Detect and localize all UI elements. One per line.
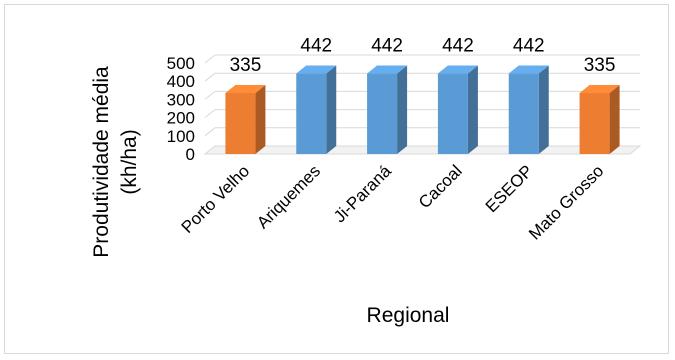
x-tick-label: Ariquemes bbox=[253, 161, 324, 232]
bar-eseop bbox=[508, 65, 549, 154]
data-label: 442 bbox=[300, 36, 332, 57]
bar-top bbox=[367, 65, 408, 74]
y-tick-label: 300 bbox=[167, 90, 195, 109]
data-label: 442 bbox=[442, 36, 474, 57]
y-tick-label: 200 bbox=[167, 109, 195, 128]
x-tick-label: Ji-Paraná bbox=[330, 161, 395, 226]
gridline-depth bbox=[204, 72, 216, 82]
x-tick-label: ESEOP bbox=[482, 161, 537, 216]
bar-ariquemes bbox=[296, 65, 337, 154]
bar-top bbox=[225, 85, 266, 94]
gridline-depth bbox=[204, 91, 216, 100]
y-tick-label: 400 bbox=[167, 72, 195, 91]
data-label: 442 bbox=[371, 36, 403, 57]
x-tick-label: Porto Velho bbox=[178, 161, 254, 237]
y-tick-label: 0 bbox=[186, 145, 195, 164]
gridline-depth bbox=[204, 109, 216, 118]
chart-frame bbox=[4, 4, 669, 354]
bars bbox=[225, 65, 620, 154]
bar-side bbox=[609, 85, 620, 154]
gridline-depth bbox=[204, 127, 216, 137]
data-label: 335 bbox=[584, 55, 616, 76]
bar-side bbox=[255, 85, 266, 154]
bar-porto-velho bbox=[225, 85, 266, 154]
bar-top bbox=[296, 65, 337, 74]
bar-top bbox=[437, 65, 478, 74]
x-axis-title: Regional bbox=[367, 304, 450, 327]
data-labels: 335 442 442 442 442 335 bbox=[230, 36, 616, 76]
gridline-depth bbox=[204, 54, 216, 64]
y-axis-title-line-1: Produtividade média bbox=[90, 66, 113, 258]
bar-front bbox=[579, 93, 610, 154]
data-label: 442 bbox=[513, 36, 545, 57]
bar-side bbox=[467, 65, 478, 154]
bar-mato-grosso bbox=[579, 85, 620, 154]
y-tick-label: 500 bbox=[167, 54, 195, 73]
bar-front bbox=[225, 93, 256, 154]
bar-side bbox=[538, 65, 549, 154]
bar-side bbox=[397, 65, 408, 154]
bar-front bbox=[296, 73, 327, 154]
y-tick-label: 100 bbox=[167, 127, 195, 146]
bar-front bbox=[508, 73, 539, 154]
bar-cacoal bbox=[437, 65, 478, 154]
bar-front bbox=[437, 73, 468, 154]
bar-ji-paran- bbox=[367, 65, 408, 154]
bar-front bbox=[367, 73, 398, 154]
x-tick-label: Cacoal bbox=[415, 161, 466, 212]
x-axis-categories: Porto Velho Ariquemes Ji-Paraná Cacoal ESEOP… bbox=[178, 161, 608, 244]
x-tick-label: Mato Grosso bbox=[525, 161, 607, 243]
y-axis-title-line-2: (kh/ha) bbox=[118, 129, 141, 194]
data-label: 335 bbox=[230, 55, 262, 76]
bar-side bbox=[326, 65, 337, 154]
chart-floor bbox=[203, 145, 642, 155]
bar-top bbox=[508, 65, 549, 74]
bar-top bbox=[579, 85, 620, 94]
gridlines bbox=[203, 54, 642, 155]
